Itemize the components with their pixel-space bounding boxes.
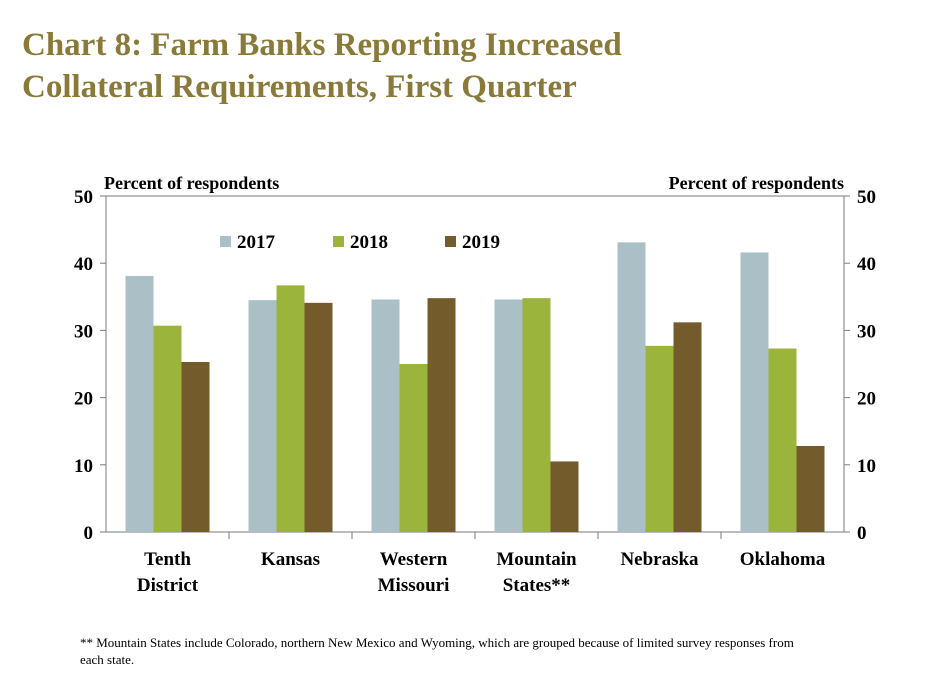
legend-label-2018: 2018 bbox=[350, 232, 388, 253]
category-label-line: Western bbox=[380, 549, 448, 570]
right-tick-label: 0 bbox=[857, 523, 867, 544]
bar-2018-0 bbox=[153, 325, 182, 532]
category-label-line: Tenth bbox=[144, 549, 191, 570]
right-tick-label: 10 bbox=[857, 456, 876, 477]
right-axis-label: Percent of respondents bbox=[669, 173, 844, 193]
chart-title-line-1: Chart 8: Farm Banks Reporting Increased bbox=[22, 27, 622, 63]
category-label: Mountain States** bbox=[496, 549, 577, 596]
category-label: Tenth District bbox=[137, 549, 199, 596]
bar-2019-4 bbox=[673, 322, 702, 532]
bar-series bbox=[125, 242, 825, 533]
category-label-line: Nebraska bbox=[620, 549, 699, 570]
left-axis: 0 10 20 30 40 50 bbox=[74, 187, 106, 544]
left-tick-label: 50 bbox=[74, 187, 93, 208]
left-tick-label: 30 bbox=[74, 321, 93, 342]
left-tick-label: 20 bbox=[74, 389, 93, 410]
right-tick-label: 20 bbox=[857, 389, 876, 410]
category-label-line: Missouri bbox=[378, 575, 450, 596]
category-label-line: Oklahoma bbox=[740, 549, 826, 570]
bar-2019-1 bbox=[304, 302, 333, 532]
right-tick-label: 50 bbox=[857, 187, 876, 208]
right-tick-label: 30 bbox=[857, 321, 876, 342]
left-tick-label: 40 bbox=[74, 254, 93, 275]
category-label: Nebraska bbox=[620, 549, 699, 570]
bar-2017-0 bbox=[125, 275, 154, 532]
category-label-line: States** bbox=[503, 575, 571, 596]
left-tick-label: 0 bbox=[84, 523, 94, 544]
bar-2019-5 bbox=[796, 445, 825, 532]
bar-2018-5 bbox=[768, 348, 797, 532]
legend-label-2017: 2017 bbox=[237, 232, 276, 253]
bar-2019-2 bbox=[427, 298, 456, 532]
left-tick-label: 10 bbox=[74, 456, 93, 477]
bar-2017-2 bbox=[371, 299, 400, 532]
category-label-line: Mountain bbox=[496, 549, 577, 570]
footnote: ** Mountain States include Colorado, nor… bbox=[80, 635, 794, 667]
bar-2017-1 bbox=[248, 300, 277, 532]
x-axis: Tenth District Kansas Western Missouri Mounta… bbox=[137, 532, 826, 596]
legend-label-2019: 2019 bbox=[462, 232, 500, 253]
bar-2018-4 bbox=[645, 345, 674, 532]
legend: 2017 2018 2019 bbox=[220, 232, 500, 253]
category-label-line: Kansas bbox=[261, 549, 320, 570]
chart-title: Chart 8: Farm Banks Reporting Increased … bbox=[22, 24, 902, 108]
bar-2017-4 bbox=[617, 242, 646, 533]
right-tick-label: 40 bbox=[857, 254, 876, 275]
category-label-line: District bbox=[137, 575, 199, 596]
right-axis: 0 10 20 30 40 50 bbox=[844, 187, 876, 544]
category-label: Oklahoma bbox=[740, 549, 826, 570]
bar-2019-0 bbox=[181, 361, 210, 532]
bar-2018-2 bbox=[399, 364, 428, 532]
legend-swatch-2018 bbox=[333, 236, 344, 247]
left-axis-label: Percent of respondents bbox=[104, 173, 279, 193]
bar-2017-5 bbox=[740, 252, 769, 532]
bar-2017-3 bbox=[494, 299, 523, 532]
bar-2018-1 bbox=[276, 285, 305, 532]
legend-swatch-2019 bbox=[445, 236, 456, 247]
chart-title-line-2: Collateral Requirements, First Quarter bbox=[22, 69, 577, 105]
bar-2018-3 bbox=[522, 298, 551, 532]
legend-swatch-2017 bbox=[220, 236, 231, 247]
bar-2019-3 bbox=[550, 461, 579, 532]
category-label: Western Missouri bbox=[378, 549, 450, 596]
category-label: Kansas bbox=[261, 549, 320, 570]
